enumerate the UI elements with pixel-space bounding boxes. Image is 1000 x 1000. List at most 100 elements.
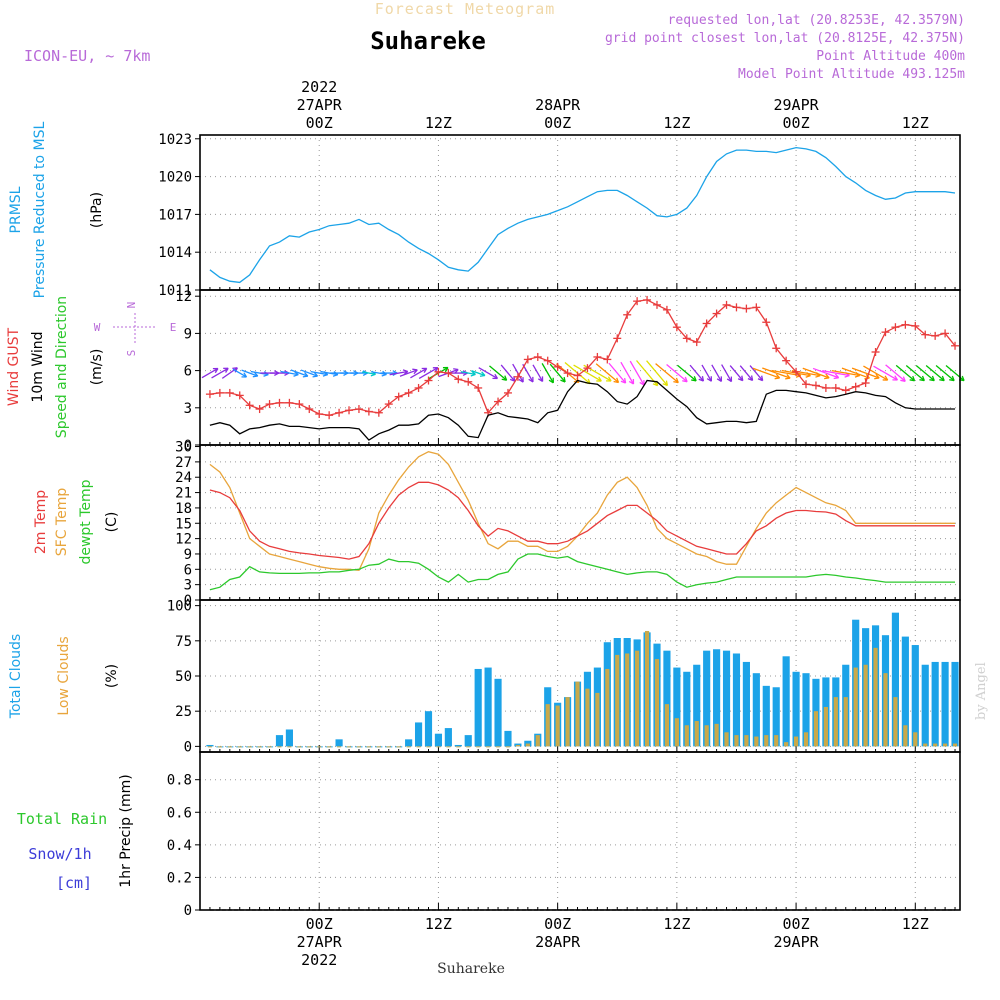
wind-arrow-head bbox=[684, 376, 688, 382]
bottom-time-label: 27APR bbox=[297, 933, 343, 951]
wind-arrow-head bbox=[293, 374, 299, 377]
total-cloud-bar bbox=[802, 673, 810, 747]
low-cloud-bar bbox=[625, 653, 630, 747]
wind-arrow-head bbox=[620, 380, 626, 384]
low-cloud-bar bbox=[664, 704, 670, 747]
low-cloud-bar bbox=[595, 692, 600, 747]
wind-arrow bbox=[460, 371, 476, 376]
low-cloud-bar bbox=[307, 746, 312, 748]
wind-arrow-head bbox=[825, 373, 830, 379]
low-cloud-bar bbox=[565, 697, 570, 747]
total-cloud-bar bbox=[444, 728, 452, 747]
total-cloud-bar bbox=[275, 735, 284, 747]
low-cloud-bar bbox=[416, 746, 421, 748]
wind-arrow-head bbox=[304, 371, 309, 377]
wind-arrow-head bbox=[639, 381, 645, 386]
low-cloud-bar bbox=[247, 746, 252, 748]
wind-arrow-head bbox=[537, 378, 543, 382]
wind-arrow bbox=[885, 364, 906, 382]
low-cloud-bar bbox=[525, 743, 530, 747]
wind-arrow bbox=[211, 367, 229, 379]
y-tick-label: 0.2 bbox=[167, 870, 192, 886]
y-tick-label: 15 bbox=[175, 516, 192, 532]
low-cloud-bar bbox=[863, 664, 868, 747]
wind-arrow-head bbox=[921, 375, 925, 381]
wind-arrow-head bbox=[628, 380, 634, 385]
y-axis-label: SFC Temp bbox=[54, 488, 70, 557]
total-cloud-bar bbox=[454, 744, 462, 747]
low-cloud-bar bbox=[336, 746, 342, 748]
y-tick-label: 9 bbox=[184, 326, 192, 342]
wind-arrow-head bbox=[854, 374, 860, 378]
wind-arrow bbox=[232, 368, 247, 378]
low-cloud-bar bbox=[635, 650, 640, 747]
wind-arrow bbox=[280, 370, 299, 376]
wind-arrow-head bbox=[747, 378, 753, 382]
panel-frame bbox=[199, 751, 961, 911]
wind-arrow-head bbox=[322, 373, 328, 377]
wind-arrow-head bbox=[931, 375, 935, 381]
low-cloud-bar bbox=[466, 746, 471, 748]
wind-arrow bbox=[389, 370, 408, 376]
wind-arrow bbox=[418, 367, 439, 380]
total-cloud-bar bbox=[484, 667, 492, 747]
y-axis-label: 10m Wind bbox=[30, 331, 46, 402]
total-cloud-bar bbox=[921, 664, 929, 747]
location-title: Suhareke bbox=[370, 27, 486, 55]
low-cloud-bar bbox=[744, 735, 749, 747]
total-cloud-bar bbox=[931, 661, 939, 747]
total-cloud-bar bbox=[792, 671, 800, 747]
wind-arrow-head bbox=[844, 374, 850, 378]
y-tick-label: 0 bbox=[184, 903, 192, 919]
bottom-time-label: 00Z bbox=[783, 915, 810, 933]
wind-arrow bbox=[739, 365, 754, 381]
wind-arrow bbox=[762, 367, 791, 379]
total-cloud-bar bbox=[673, 667, 681, 747]
total-cloud-bar bbox=[762, 685, 770, 747]
compass-n-label: N bbox=[125, 302, 138, 309]
y-axis-label: Low Clouds bbox=[56, 636, 72, 715]
y-tick-label: 3 bbox=[184, 401, 192, 417]
low-cloud-bar bbox=[813, 711, 819, 747]
low-cloud-bar bbox=[356, 746, 362, 748]
total-cloud-bar bbox=[683, 671, 691, 747]
wind-arrow-head bbox=[413, 369, 418, 375]
wind-arrow bbox=[620, 361, 635, 385]
wind-arrow bbox=[221, 367, 238, 379]
top-time-label: 12Z bbox=[902, 114, 929, 132]
wind-arrow-head bbox=[874, 377, 880, 380]
wind-arrow-head bbox=[362, 372, 368, 377]
wind-arrow-head bbox=[563, 376, 566, 383]
product-title: Forecast Meteogram bbox=[375, 0, 556, 18]
y-axis-label: Total Rain bbox=[17, 810, 107, 828]
low-cloud-bar bbox=[714, 723, 719, 747]
y-axis-label: dewpt Temp bbox=[78, 479, 94, 564]
wind-arrow bbox=[863, 365, 889, 381]
y-tick-label: 0.6 bbox=[167, 805, 192, 821]
low-cloud-bar bbox=[545, 704, 550, 747]
y-tick-label: 18 bbox=[175, 501, 192, 517]
wind-arrow-head bbox=[444, 367, 449, 373]
wind-arrow-head bbox=[225, 367, 229, 373]
low-cloud-bar bbox=[933, 743, 938, 747]
top-time-label: 29APR bbox=[774, 96, 820, 114]
wind-arrow bbox=[250, 370, 269, 376]
y-axis-label: 1hr Precip (mm) bbox=[118, 774, 134, 887]
low-cloud-bar bbox=[734, 735, 739, 747]
low-cloud-bar bbox=[883, 673, 888, 747]
total-cloud-bar bbox=[474, 668, 482, 747]
wind-arrow-head bbox=[665, 380, 669, 386]
wind-arrow bbox=[915, 364, 935, 382]
y-tick-label: 30 bbox=[175, 440, 192, 456]
wind-arrow bbox=[549, 363, 566, 383]
watermark: by Angel bbox=[974, 662, 989, 720]
wind-arrow-head bbox=[263, 373, 269, 377]
low-cloud-bar bbox=[903, 725, 908, 747]
y-tick-label: 12 bbox=[175, 289, 192, 305]
low-cloud-bar bbox=[724, 732, 729, 747]
total-cloud-bar bbox=[335, 739, 343, 747]
y-tick-label: 27 bbox=[175, 455, 192, 471]
wind-arrow-head bbox=[939, 379, 945, 382]
y-axis-label: Snow/1h bbox=[28, 845, 91, 863]
wind-arrow-head bbox=[912, 375, 916, 382]
